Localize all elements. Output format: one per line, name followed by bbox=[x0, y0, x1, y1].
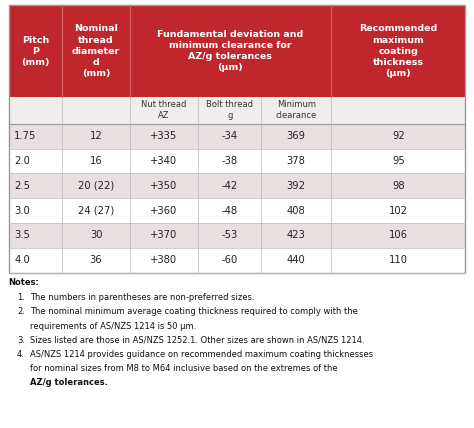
Text: 369: 369 bbox=[287, 131, 306, 141]
Text: AZ/g tolerances.: AZ/g tolerances. bbox=[30, 378, 108, 387]
Text: +360: +360 bbox=[150, 205, 178, 216]
Text: 106: 106 bbox=[389, 230, 408, 241]
Text: 92: 92 bbox=[392, 131, 405, 141]
Text: -60: -60 bbox=[221, 255, 238, 265]
Text: -48: -48 bbox=[222, 205, 238, 216]
Text: 408: 408 bbox=[287, 205, 306, 216]
Text: Minimum
clearance: Minimum clearance bbox=[275, 101, 317, 120]
Text: Nut thread
AZ: Nut thread AZ bbox=[141, 101, 187, 120]
Text: Nominal
thread
diameter
d
(mm): Nominal thread diameter d (mm) bbox=[72, 24, 120, 78]
Text: 1.75: 1.75 bbox=[14, 131, 36, 141]
Text: 423: 423 bbox=[287, 230, 306, 241]
Bar bbox=[9, 97, 465, 124]
Text: Bolt thread
g: Bolt thread g bbox=[206, 101, 253, 120]
Bar bbox=[9, 198, 465, 223]
Text: 36: 36 bbox=[90, 255, 102, 265]
Text: +335: +335 bbox=[150, 131, 178, 141]
Text: 3.0: 3.0 bbox=[14, 205, 30, 216]
Bar bbox=[9, 5, 465, 97]
Text: Sizes listed are those in AS/NZS 1252.1. Other sizes are shown in AS/NZS 1214.: Sizes listed are those in AS/NZS 1252.1.… bbox=[30, 336, 365, 345]
Text: +350: +350 bbox=[150, 181, 178, 191]
Text: Notes:: Notes: bbox=[9, 278, 39, 287]
Text: 24 (27): 24 (27) bbox=[78, 205, 114, 216]
Text: 110: 110 bbox=[389, 255, 408, 265]
Text: -42: -42 bbox=[221, 181, 238, 191]
Text: 2.0: 2.0 bbox=[14, 156, 30, 166]
Bar bbox=[9, 223, 465, 248]
Text: -53: -53 bbox=[221, 230, 238, 241]
Text: 2.: 2. bbox=[17, 307, 25, 316]
Text: Fundamental deviation and
minimum clearance for
AZ/g tolerances
(μm): Fundamental deviation and minimum cleara… bbox=[157, 30, 303, 72]
Text: 4.: 4. bbox=[17, 350, 25, 359]
Text: -34: -34 bbox=[222, 131, 238, 141]
Text: 3.5: 3.5 bbox=[14, 230, 30, 241]
Text: 95: 95 bbox=[392, 156, 405, 166]
Text: requirements of AS/NZS 1214 is 50 μm.: requirements of AS/NZS 1214 is 50 μm. bbox=[30, 321, 196, 330]
Bar bbox=[9, 173, 465, 198]
Text: AS/NZS 1214 provides guidance on recommended maximum coating thicknesses: AS/NZS 1214 provides guidance on recomme… bbox=[30, 350, 373, 359]
Text: for nominal sizes from M8 to M64 inclusive based on the extremes of the: for nominal sizes from M8 to M64 inclusi… bbox=[30, 364, 337, 373]
Text: 440: 440 bbox=[287, 255, 306, 265]
Text: Recommended
maximum
coating
thickness
(μm): Recommended maximum coating thickness (μ… bbox=[359, 24, 438, 78]
Bar bbox=[9, 124, 465, 149]
Text: The nominal minimum average coating thickness required to comply with the: The nominal minimum average coating thic… bbox=[30, 307, 358, 316]
Text: +340: +340 bbox=[150, 156, 177, 166]
Text: 102: 102 bbox=[389, 205, 408, 216]
Bar bbox=[9, 149, 465, 173]
Text: 12: 12 bbox=[90, 131, 102, 141]
Text: The numbers in parentheses are non-preferred sizes.: The numbers in parentheses are non-prefe… bbox=[30, 293, 255, 302]
Bar bbox=[9, 248, 465, 273]
Text: +380: +380 bbox=[150, 255, 177, 265]
Text: 98: 98 bbox=[392, 181, 405, 191]
Text: 392: 392 bbox=[287, 181, 306, 191]
Text: 4.0: 4.0 bbox=[14, 255, 30, 265]
Text: 2.5: 2.5 bbox=[14, 181, 30, 191]
Text: 20 (22): 20 (22) bbox=[78, 181, 114, 191]
Text: 16: 16 bbox=[90, 156, 102, 166]
Text: +370: +370 bbox=[150, 230, 178, 241]
Text: 30: 30 bbox=[90, 230, 102, 241]
Text: Pitch
P
(mm): Pitch P (mm) bbox=[21, 36, 50, 67]
Bar bbox=[9, 5, 465, 273]
Text: 3.: 3. bbox=[17, 336, 25, 345]
Text: 1.: 1. bbox=[17, 293, 25, 302]
Text: 378: 378 bbox=[287, 156, 306, 166]
Text: -38: -38 bbox=[222, 156, 238, 166]
